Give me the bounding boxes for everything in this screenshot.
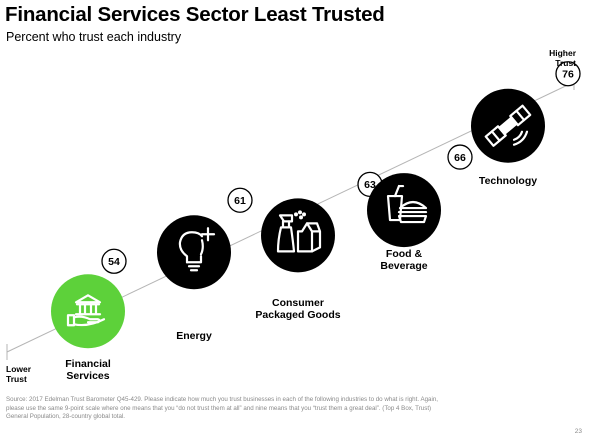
category-label: Technology xyxy=(478,175,538,187)
drink-burger-icon xyxy=(386,184,428,224)
axis-label-high: Higher Trust xyxy=(549,48,576,68)
value-badge xyxy=(101,248,127,274)
source-note: Source: 2017 Edelman Trust Barometer Q45… xyxy=(6,396,438,421)
bank-hand-icon xyxy=(66,294,106,327)
category-label: Consumer Packaged Goods xyxy=(255,297,341,321)
spray-bottle-milk-icon xyxy=(276,210,322,253)
axis-label-low: Lower Trust xyxy=(6,364,32,384)
value-label: 54 xyxy=(108,256,120,268)
satellite-icon xyxy=(484,104,532,147)
value-label: 66 xyxy=(454,152,466,164)
value-label: 63 xyxy=(364,179,376,191)
industry-marker xyxy=(51,274,125,349)
category-label: Financial Services xyxy=(65,358,111,382)
category-label: Energy xyxy=(176,330,212,342)
industry-marker xyxy=(157,215,231,290)
page-title: Financial Services Sector Least Trusted xyxy=(5,3,385,26)
value-label: 61 xyxy=(234,195,246,207)
industry-marker xyxy=(367,173,441,248)
page-number: 23 xyxy=(574,428,582,435)
lightbulb-plus-icon xyxy=(178,227,216,272)
value-badge xyxy=(555,61,581,87)
category-label: Food & Beverage xyxy=(380,248,428,272)
value-badge xyxy=(447,144,473,170)
value-label: 76 xyxy=(562,69,574,81)
value-badge xyxy=(227,187,253,213)
page-subtitle: Percent who trust each industry xyxy=(6,30,182,44)
